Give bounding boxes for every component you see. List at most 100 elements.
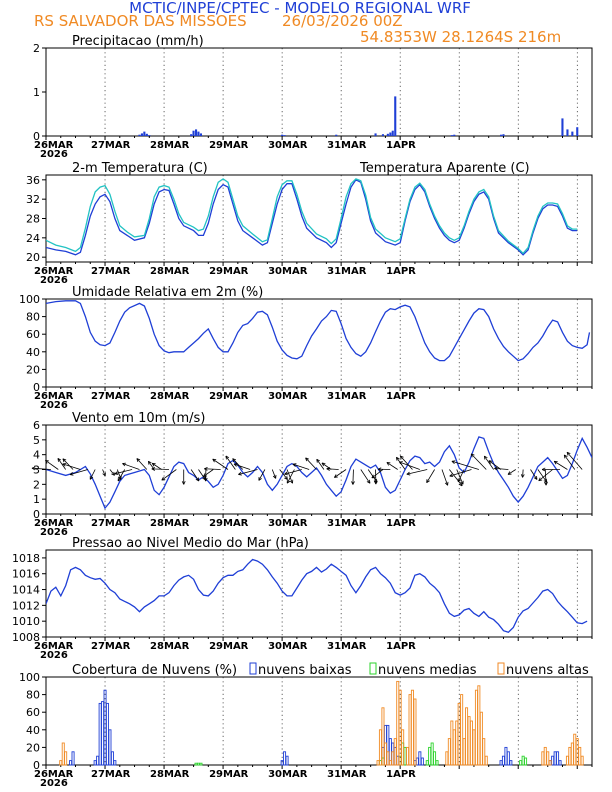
wind-arrow-head [377, 467, 382, 472]
bar-nuvens-altas [452, 729, 456, 766]
x-tick-label: 31MAR [327, 769, 367, 780]
wind-arrow [45, 459, 59, 470]
wind-arrow-shaft [449, 469, 463, 487]
x-tick-label: 26MAR [34, 769, 74, 780]
y-tick-label: 6 [33, 419, 40, 432]
bar-nuvens-medias [425, 760, 429, 766]
bar-nuvens-baixas [283, 751, 287, 766]
wind-arrow [553, 460, 568, 470]
bar-nuvens-medias [403, 746, 407, 766]
y-tick-label: 0 [33, 381, 40, 394]
y-tick-label: 1 [33, 493, 40, 506]
wind-arrow [360, 469, 371, 484]
bar-nuvens-altas [391, 751, 395, 766]
wind-arrow-shaft [151, 468, 169, 470]
panel-title: Cobertura de Nuvens (%) [72, 663, 237, 678]
wind-arrow-shaft [69, 469, 88, 476]
wind-arrow-shaft [406, 469, 428, 475]
wind-arrow-head [45, 459, 49, 464]
x-tick-label: 28MAR [150, 140, 190, 151]
panel-title: Pressao ao Nivel Medio do Mar (hPa) [72, 536, 309, 551]
wind-arrow-shaft [89, 469, 96, 480]
wind-arrow [316, 458, 325, 470]
wind-arrow-head [451, 460, 456, 464]
wind-arrow-shaft [225, 455, 236, 470]
wind-arrow-shaft [507, 469, 516, 475]
wind-arrow-head [316, 458, 320, 463]
bar-nuvens-baixas [558, 760, 562, 766]
bar-precipitacao [561, 118, 564, 136]
bar-precipitacao [197, 131, 200, 136]
wind-arrow-head [151, 467, 156, 471]
bar-nuvens-baixas [285, 755, 289, 766]
wind-arrow-shaft [326, 468, 339, 470]
y-tick-label: 20 [26, 363, 40, 376]
bar-precipitacao [190, 134, 193, 136]
x-tick-label: 30MAR [268, 641, 308, 652]
bar-nuvens-medias [524, 757, 528, 766]
bar-precipitacao [389, 132, 392, 136]
bar-nuvens-altas [410, 689, 414, 766]
wind-arrow [225, 455, 236, 470]
wind-arrow [321, 462, 332, 470]
wind-arrow-head [151, 462, 156, 467]
bar-nuvens-altas [570, 742, 574, 766]
bar-precipitacao [195, 129, 198, 136]
y-tick-label: 60 [26, 328, 40, 341]
wind-arrow-head [520, 474, 525, 478]
bar-nuvens-medias [196, 762, 200, 766]
wind-arrow-shaft [286, 469, 293, 484]
wind-arrow-head [543, 478, 548, 483]
x-tick-label: 27MAR [91, 391, 131, 402]
bar-precipitacao [374, 133, 377, 136]
wind-arrow [456, 469, 464, 485]
wind-arrow-shaft [62, 458, 74, 470]
bar-nuvens-altas [479, 711, 483, 766]
wind-arrow [494, 466, 509, 471]
wind-arrow-shaft [258, 469, 266, 481]
wind-arrow [102, 469, 106, 477]
bar-nuvens-baixas [110, 751, 114, 766]
y-tick-label: 2 [33, 478, 40, 491]
bar-nuvens-baixas [509, 760, 513, 766]
bar-nuvens-altas [386, 751, 390, 766]
x-tick-label: 31MAR [327, 140, 367, 151]
wind-arrow [371, 469, 384, 479]
x-tick-label: 28MAR [150, 641, 190, 652]
bar-nuvens-altas [376, 760, 380, 766]
bar-nuvens-baixas [98, 702, 102, 766]
wind-arrow [114, 469, 133, 475]
y-tick-label: 20 [26, 251, 40, 264]
wind-arrow [233, 463, 251, 470]
x-tick-label: 29MAR [209, 518, 249, 529]
wind-arrow-shaft [305, 457, 317, 470]
y-tick-label: 1018 [12, 552, 40, 565]
wind-arrow-head [457, 478, 462, 483]
wind-arrow [334, 469, 347, 478]
wind-arrow-shaft [321, 462, 332, 470]
wind-arrow-shaft [316, 458, 325, 470]
wind-arrow [151, 462, 162, 470]
wind-arrow-head [284, 476, 288, 480]
wind-arrow [204, 466, 221, 471]
wind-arrow-shaft [352, 469, 354, 485]
bar-nuvens-altas [398, 689, 402, 766]
wind-arrow-head [286, 479, 291, 484]
wind-arrow-shaft [563, 454, 576, 470]
y-tick-label: 1008 [12, 631, 40, 644]
bar-nuvens-altas [457, 702, 461, 766]
x-tick-label: 28MAR [150, 391, 190, 402]
y-tick-label: 0 [33, 130, 40, 143]
y-tick-label: 4 [33, 449, 40, 462]
wind-arrow [292, 463, 310, 470]
header-run-time: 26/03/2026 00Z [282, 12, 403, 30]
bar-precipitacao [571, 131, 574, 136]
wind-arrow-head [161, 476, 166, 481]
wind-arrow-head [321, 462, 326, 467]
bar-nuvens-baixas [69, 760, 73, 766]
bar-precipitacao [281, 134, 284, 136]
wind-arrow-shaft [470, 453, 487, 470]
wind-arrow [212, 458, 229, 470]
